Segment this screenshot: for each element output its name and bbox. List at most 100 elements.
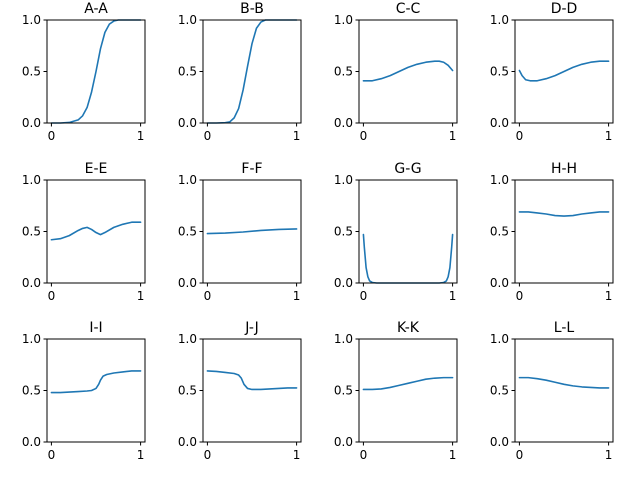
chart-panel-12: L-L 0.0 0.5 1.0 0 1	[490, 320, 614, 462]
y-tick-label: 1.0	[178, 173, 197, 187]
y-tick-label: 0.5	[490, 65, 509, 79]
y-tick-label: 1.0	[22, 173, 41, 187]
chart-panel-5: E-E 0.0 0.5 1.0 0 1	[22, 161, 146, 303]
x-tick-label: 1	[137, 448, 145, 462]
series-line	[206, 228, 298, 235]
x-tick-label: 0	[516, 448, 524, 462]
y-tick-label: 0.0	[334, 435, 353, 449]
y-tick-label: 0.0	[334, 276, 353, 290]
x-tick-label: 0	[360, 448, 368, 462]
y-tick-label: 0.0	[490, 276, 509, 290]
axes-frame	[358, 179, 458, 284]
y-tick-label: 0.5	[334, 65, 353, 79]
y-tick-label: 1.0	[178, 13, 197, 27]
x-tick-label: 0	[360, 289, 368, 303]
y-tick-label: 1.0	[22, 332, 41, 346]
y-tick-label: 1.0	[334, 13, 353, 27]
axes-frame	[202, 338, 302, 443]
chart-title: F-F	[241, 161, 262, 177]
x-tick-label: 1	[137, 289, 145, 303]
x-tick-label: 0	[360, 129, 368, 143]
y-tick-label: 0.0	[178, 276, 197, 290]
axes-frame	[514, 338, 614, 443]
x-tick-label: 0	[516, 289, 524, 303]
x-tick-label: 0	[48, 448, 56, 462]
y-tick-label: 1.0	[334, 173, 353, 187]
x-tick-label: 0	[48, 289, 56, 303]
series-line	[362, 60, 454, 82]
series-line	[206, 370, 298, 391]
x-tick-label: 1	[137, 129, 145, 143]
axes-frame	[46, 338, 146, 443]
x-tick-label: 1	[449, 289, 457, 303]
y-tick-label: 0.5	[22, 225, 41, 239]
chart-panel-9: I-I 0.0 0.5 1.0 0 1	[22, 320, 146, 462]
series-line	[362, 376, 454, 391]
y-tick-label: 0.0	[22, 276, 41, 290]
y-tick-label: 0.0	[490, 116, 509, 130]
y-tick-label: 1.0	[22, 13, 41, 27]
axes-frame	[514, 179, 614, 284]
x-tick-label: 1	[449, 129, 457, 143]
x-tick-label: 0	[204, 448, 212, 462]
chart-title: A-A	[84, 1, 108, 17]
chart-title: K-K	[397, 320, 420, 336]
chart-panel-10: J-J 0.0 0.5 1.0 0 1	[178, 320, 302, 462]
series-line	[362, 233, 454, 284]
chart-panel-6: F-F 0.0 0.5 1.0 0 1	[178, 161, 302, 303]
x-tick-label: 0	[204, 129, 212, 143]
axes-frame	[46, 179, 146, 284]
x-tick-label: 1	[605, 129, 613, 143]
series-line	[518, 60, 610, 82]
x-tick-label: 1	[293, 448, 301, 462]
y-tick-label: 0.0	[22, 116, 41, 130]
y-tick-label: 0.5	[178, 384, 197, 398]
chart-panel-7: G-G 0.0 0.5 1.0 0 1	[334, 161, 458, 303]
chart-panel-2: B-B 0.0 0.5 1.0 0 1	[178, 1, 302, 143]
chart-title: D-D	[551, 1, 578, 17]
y-tick-label: 0.5	[22, 384, 41, 398]
series-line	[50, 370, 142, 394]
y-tick-label: 1.0	[490, 13, 509, 27]
x-tick-label: 0	[204, 289, 212, 303]
y-tick-label: 0.0	[22, 435, 41, 449]
x-tick-label: 1	[449, 448, 457, 462]
series-line	[518, 376, 610, 389]
y-tick-label: 0.5	[334, 225, 353, 239]
chart-title: J-J	[244, 320, 259, 336]
y-tick-label: 0.0	[490, 435, 509, 449]
chart-title: B-B	[240, 1, 264, 17]
chart-title: E-E	[85, 161, 108, 177]
y-tick-label: 1.0	[178, 332, 197, 346]
series-line	[206, 19, 298, 124]
y-tick-label: 1.0	[490, 332, 509, 346]
chart-title: L-L	[554, 320, 575, 336]
axes-frame	[358, 338, 458, 443]
y-tick-label: 0.0	[178, 435, 197, 449]
y-tick-label: 0.5	[22, 65, 41, 79]
chart-panel-3: C-C 0.0 0.5 1.0 0 1	[334, 1, 458, 143]
x-tick-label: 0	[516, 129, 524, 143]
x-tick-label: 1	[293, 129, 301, 143]
series-line	[518, 211, 610, 217]
axes-frame	[202, 19, 302, 124]
x-tick-label: 1	[605, 289, 613, 303]
x-tick-label: 1	[293, 289, 301, 303]
chart-title: H-H	[551, 161, 577, 177]
y-tick-label: 0.5	[490, 225, 509, 239]
chart-title: C-C	[396, 1, 421, 17]
y-tick-label: 0.5	[334, 384, 353, 398]
y-tick-label: 1.0	[490, 173, 509, 187]
y-tick-label: 0.5	[178, 225, 197, 239]
y-tick-label: 0.5	[178, 65, 197, 79]
series-line	[50, 221, 142, 241]
chart-panel-11: K-K 0.0 0.5 1.0 0 1	[334, 320, 458, 462]
y-tick-label: 0.5	[490, 384, 509, 398]
chart-title: G-G	[394, 161, 421, 177]
x-tick-label: 0	[48, 129, 56, 143]
y-tick-label: 0.0	[334, 116, 353, 130]
y-tick-label: 0.0	[178, 116, 197, 130]
series-line	[50, 19, 142, 124]
chart-panel-1: A-A 0.0 0.5 1.0 0 1	[22, 1, 146, 143]
